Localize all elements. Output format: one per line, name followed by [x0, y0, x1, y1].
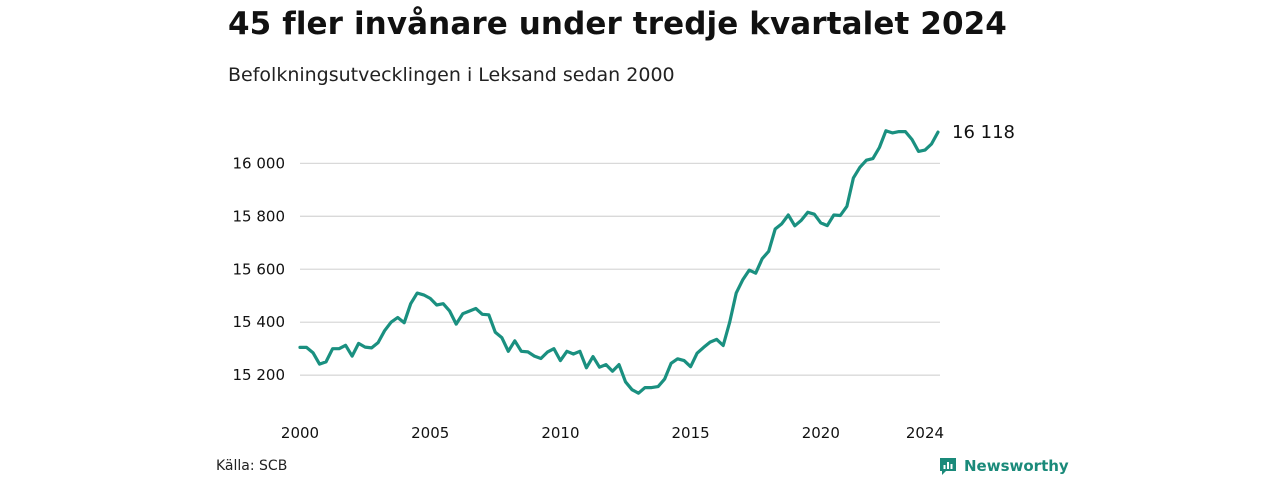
y-tick-label: 16 000 [233, 154, 286, 172]
series-line [298, 129, 940, 395]
x-tick-label: 2024 [906, 424, 944, 442]
gridlines [300, 162, 940, 376]
brand-logo: Newsworthy [938, 456, 1069, 476]
x-tick-label: 2005 [411, 424, 449, 442]
y-tick-label: 15 800 [233, 207, 286, 225]
x-tick-label: 2010 [541, 424, 579, 442]
brand-name: Newsworthy [964, 457, 1069, 475]
chart-title: 45 fler invånare under tredje kvartalet … [228, 6, 1007, 42]
y-tick-label: 15 200 [233, 366, 286, 384]
x-tick-label: 2020 [802, 424, 840, 442]
y-tick-label: 15 400 [233, 313, 286, 331]
chart-subtitle: Befolkningsutvecklingen i Leksand sedan … [228, 64, 675, 86]
end-value-label: 16 118 [952, 122, 1015, 143]
x-tick-label: 2015 [672, 424, 710, 442]
x-axis-tick-labels: 2000 2005 2010 2015 2020 2024 [281, 424, 944, 442]
y-tick-label: 15 600 [233, 260, 286, 278]
source-note: Källa: SCB [216, 458, 288, 474]
newsworthy-logo-icon [940, 458, 956, 475]
series-layer: 16 118 [298, 122, 1015, 395]
y-axis-tick-labels: 15 200 15 400 15 600 15 800 16 000 [233, 154, 286, 384]
x-tick-label: 2000 [281, 424, 319, 442]
